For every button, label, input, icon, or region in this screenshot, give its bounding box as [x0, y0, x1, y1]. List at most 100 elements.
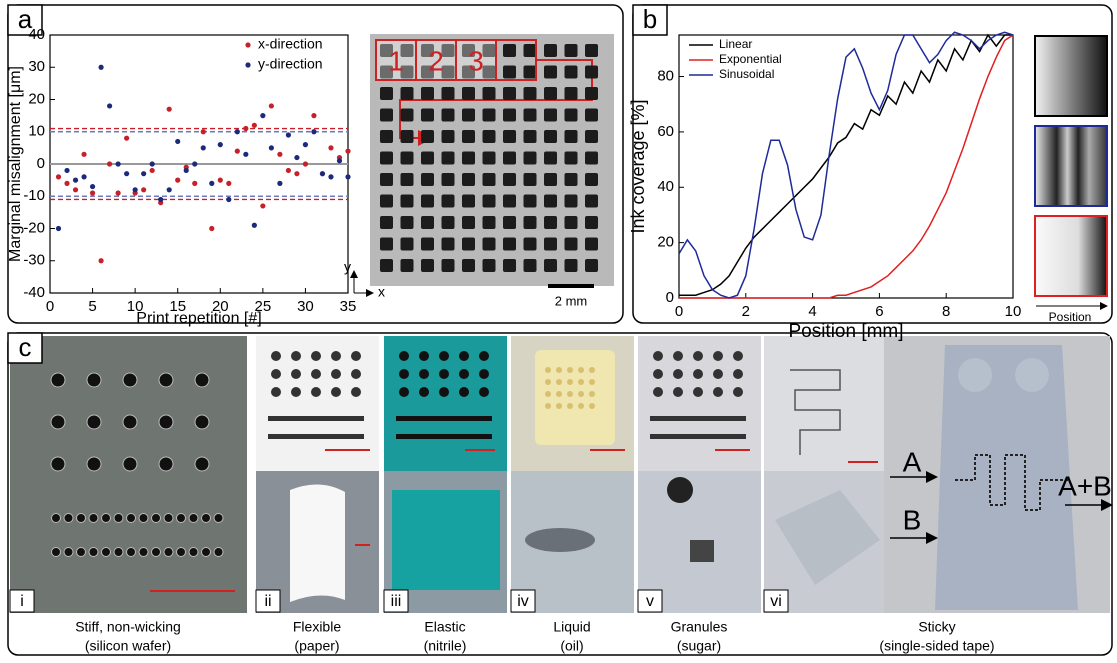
printed-square — [482, 130, 496, 143]
data-point — [166, 187, 172, 193]
printed-dot — [331, 351, 341, 361]
legend-label: Exponential — [719, 52, 782, 66]
printed-square — [523, 151, 537, 165]
printed-square — [482, 216, 496, 229]
sample-caption: Sticky — [918, 619, 955, 635]
data-point — [277, 180, 283, 186]
hole — [201, 513, 211, 523]
data-point — [302, 142, 309, 148]
printed-square — [503, 65, 516, 79]
printed-square — [564, 130, 578, 143]
printed-square — [482, 108, 496, 122]
data-point — [98, 64, 104, 70]
printed-square — [482, 87, 496, 100]
printed-square — [523, 87, 537, 100]
data-point — [268, 145, 274, 151]
numeral-box — [383, 589, 409, 613]
printed-dot — [589, 403, 595, 409]
printed-dot — [673, 387, 683, 397]
printed-square — [421, 194, 434, 208]
printed-square — [482, 194, 496, 208]
printed-square — [482, 237, 496, 251]
printed-square — [523, 194, 537, 208]
printed-dot — [567, 379, 573, 385]
data-point — [64, 180, 70, 186]
hole — [158, 414, 174, 430]
printed-square — [400, 130, 414, 143]
hole — [126, 547, 136, 557]
printed-square — [585, 173, 598, 186]
printed-square — [564, 108, 578, 122]
cell-box — [495, 39, 537, 81]
panel-label-box — [7, 4, 43, 36]
printed-square — [462, 130, 475, 143]
printed-square — [585, 259, 598, 272]
data-point — [311, 113, 317, 119]
printed-dot — [733, 369, 743, 379]
printed-square — [421, 108, 434, 122]
hole — [76, 513, 86, 523]
printed-dot — [419, 369, 429, 379]
printed-square — [564, 194, 578, 208]
y-tick-label: 20 — [657, 234, 674, 251]
printed-square — [400, 194, 414, 208]
printed-dot — [733, 387, 743, 397]
x-tick-label: 15 — [169, 298, 186, 315]
printed-square — [462, 259, 475, 272]
data-point — [141, 187, 147, 193]
printed-square — [544, 44, 557, 57]
printed-square — [421, 44, 434, 57]
hole — [194, 456, 210, 472]
sample-caption: Liquid — [553, 619, 590, 635]
printed-square — [380, 108, 393, 122]
sample-numeral: vi — [770, 593, 782, 610]
printed-dot — [479, 387, 489, 397]
printed-dot — [439, 369, 449, 379]
printed-dot — [713, 369, 723, 379]
data-point — [158, 196, 164, 203]
sample-caption: (silicon wafer) — [85, 638, 171, 654]
printed-square — [585, 216, 598, 229]
y-axis-label: Ink coverage [%] — [628, 99, 648, 233]
printed-square — [441, 87, 455, 100]
printed-bar — [650, 416, 746, 421]
data-point — [89, 190, 96, 196]
x-tick-label: 5 — [88, 298, 96, 315]
printed-dot — [399, 369, 409, 379]
data-point — [72, 177, 79, 183]
printed-dot — [693, 351, 703, 361]
printed-dot — [693, 369, 703, 379]
hole — [101, 547, 111, 557]
printed-square — [400, 44, 414, 57]
hole — [151, 547, 161, 557]
hole — [86, 414, 102, 430]
data-point — [192, 161, 198, 167]
printed-square — [441, 151, 455, 165]
hole — [88, 513, 99, 523]
gradient-swatches — [1034, 35, 1108, 310]
panel-label-box — [632, 4, 668, 36]
printed-bar — [268, 416, 364, 421]
sample-caption: (single-sided tape) — [879, 638, 994, 654]
printed-square — [503, 259, 516, 272]
printed-square — [380, 216, 393, 229]
tape-label: B — [903, 504, 922, 535]
printed-square — [462, 216, 475, 229]
printed-square — [503, 44, 516, 57]
hole — [51, 513, 61, 523]
hole — [63, 547, 74, 557]
printed-square — [564, 65, 578, 79]
data-point — [141, 171, 147, 177]
printed-dot — [578, 379, 584, 385]
printed-square — [544, 65, 557, 79]
y-tick-label: 40 — [28, 26, 45, 43]
printed-square — [462, 108, 475, 122]
hole — [176, 513, 186, 523]
data-point — [234, 148, 240, 154]
printed-square — [380, 87, 393, 100]
data-point — [149, 161, 155, 167]
panel-frame — [7, 332, 1113, 656]
printed-square — [544, 108, 557, 122]
printed-square — [544, 87, 557, 100]
